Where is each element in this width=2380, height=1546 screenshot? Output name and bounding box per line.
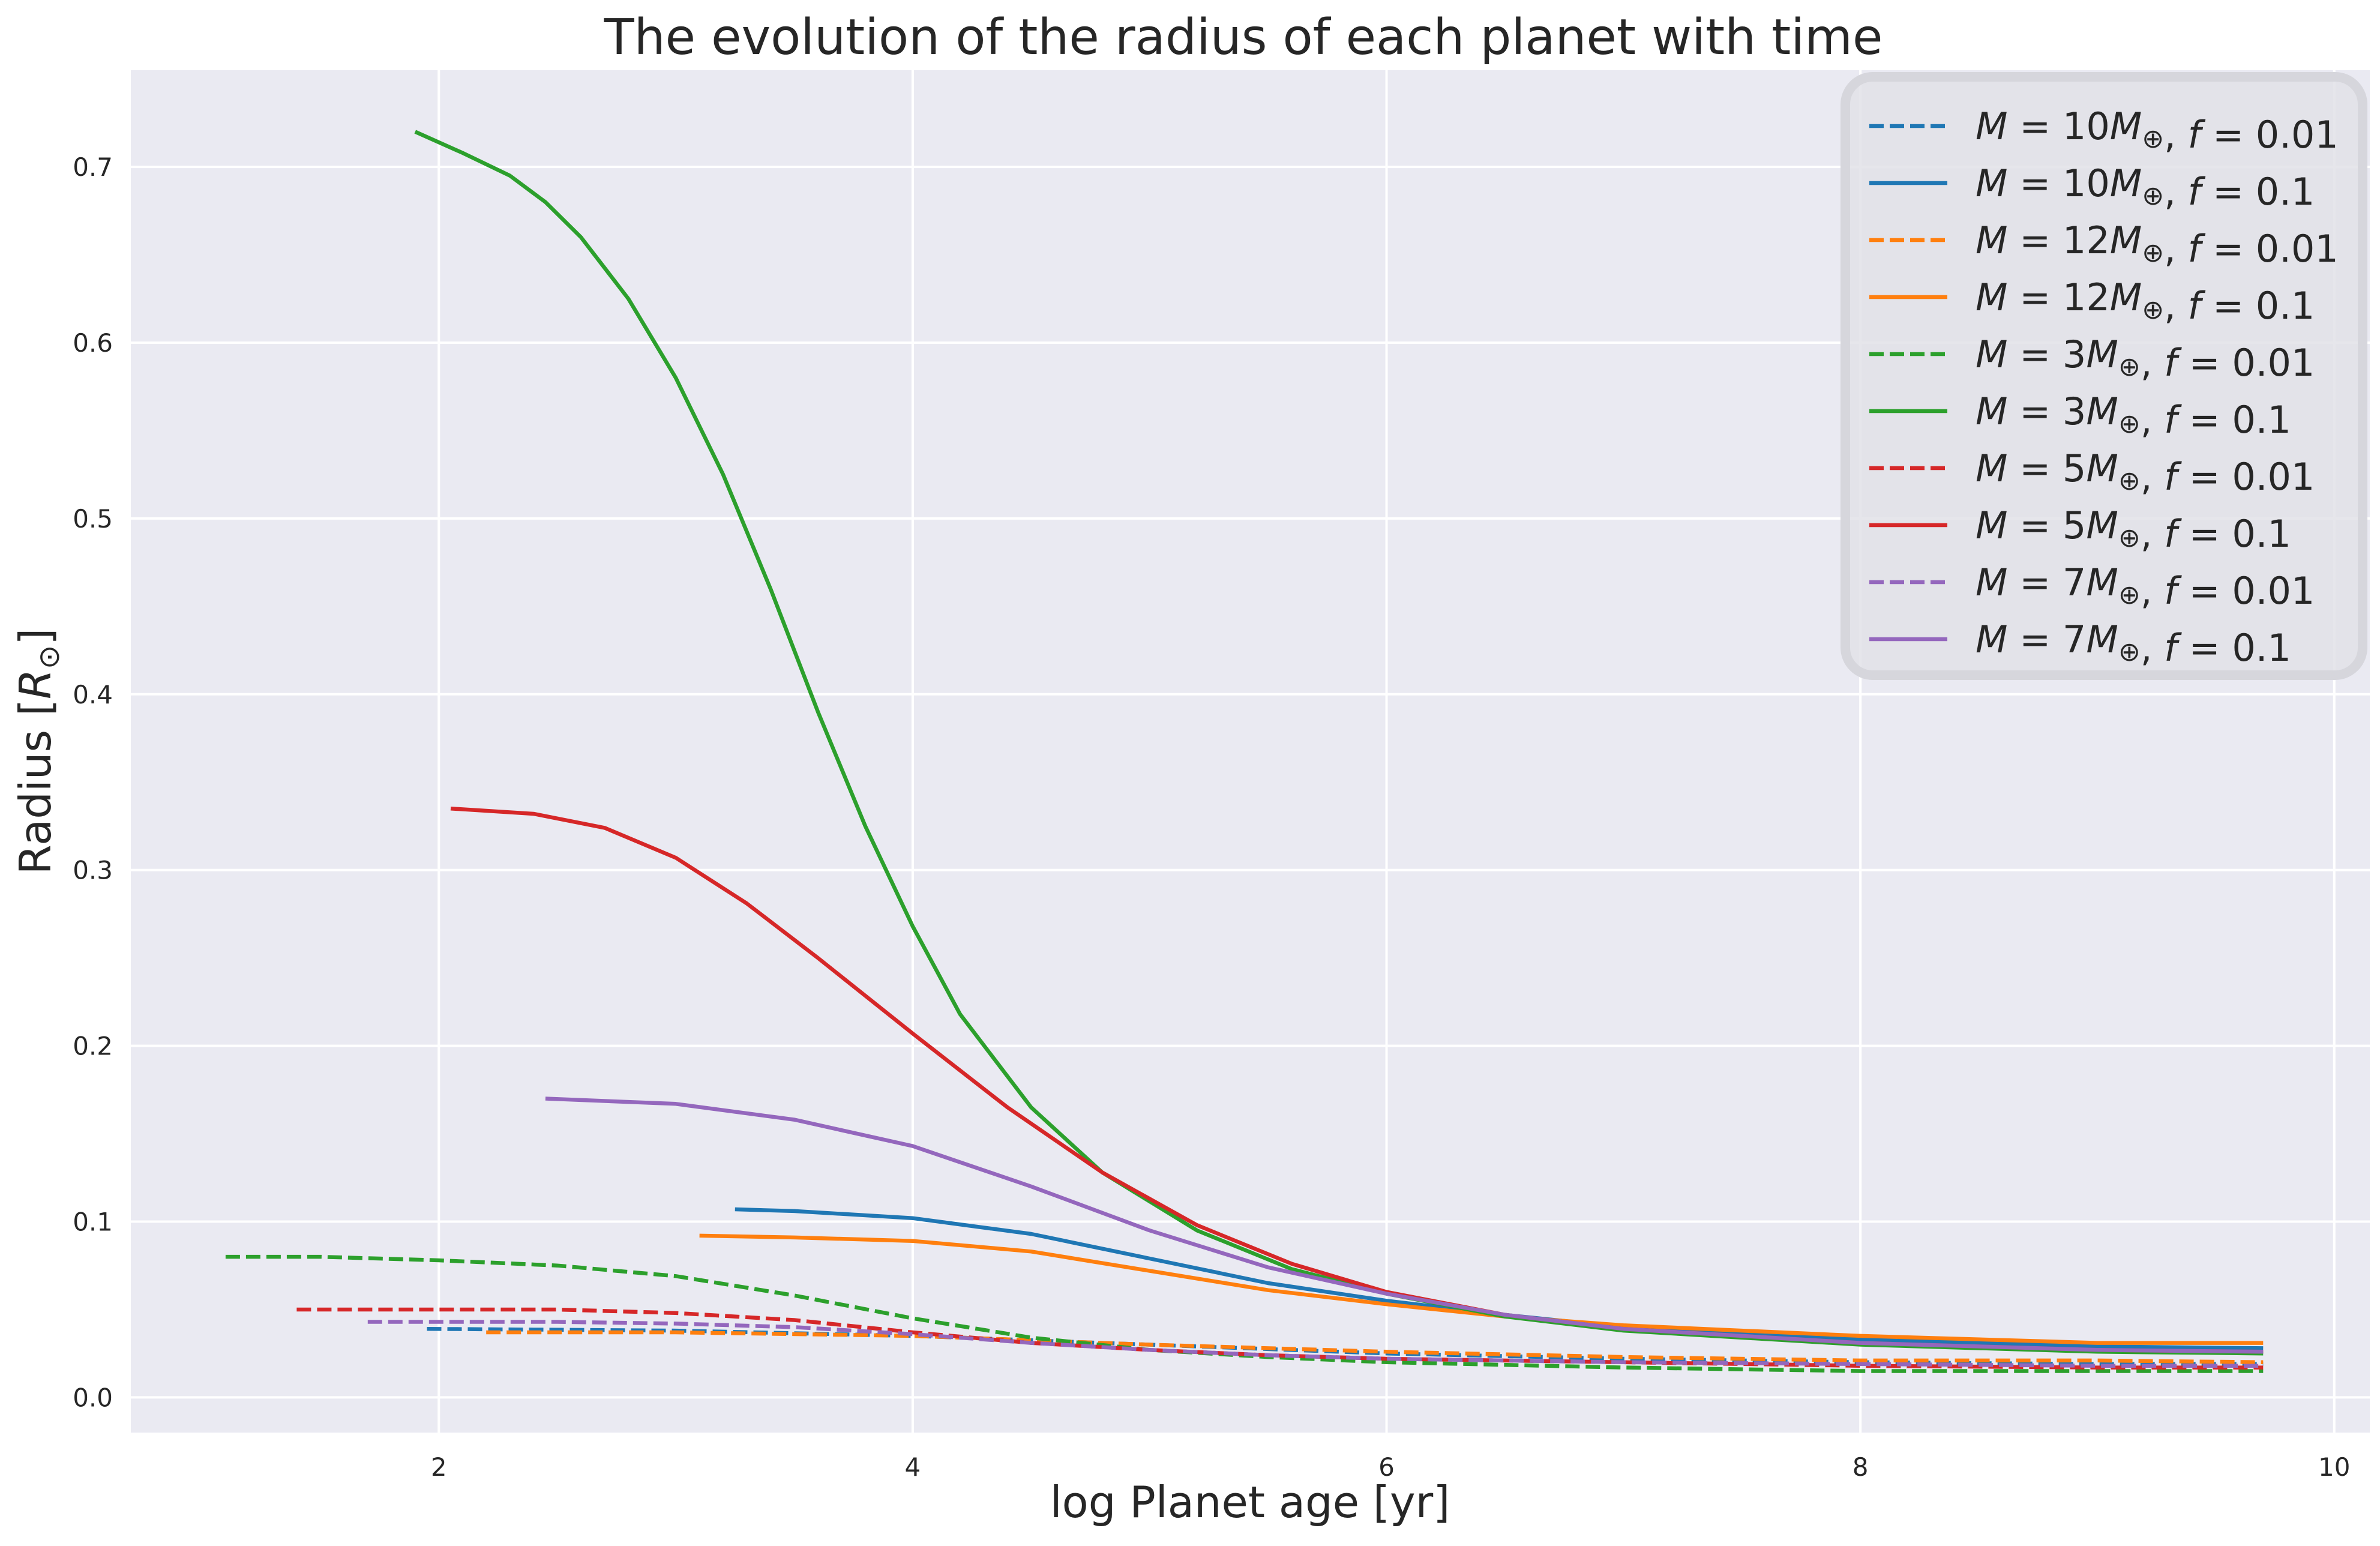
series-line-m10-f0.1 [735, 1207, 2264, 1350]
y-tick-label: 0.4 [73, 680, 113, 709]
y-tick-label: 0.0 [73, 1383, 113, 1412]
legend-entry-m5-f0.01: M = 5M⊕, f = 0.01 [1976, 447, 2315, 499]
series-lines [225, 130, 2264, 1373]
x-axis-label: log Planet age [yr] [1050, 1477, 1450, 1527]
y-tick-labels: 0.0 0.1 0.2 0.3 0.4 0.5 0.6 0.7 [73, 152, 113, 1412]
legend-entry-m7-f0.1: M = 7M⊕, f = 0.1 [1976, 618, 2291, 670]
legend-entry-m7-f0.01: M = 7M⊕, f = 0.01 [1976, 561, 2315, 613]
x-tick-label: 10 [2318, 1452, 2350, 1482]
series-line-m7-f0.01 [367, 1320, 2264, 1368]
legend-entry-m3-f0.1: M = 3M⊕, f = 0.1 [1976, 390, 2291, 442]
x-tick-label: 4 [905, 1452, 921, 1482]
x-tick-label: 6 [1378, 1452, 1395, 1482]
legend-entry-m12-f0.01: M = 12M⊕, f = 0.01 [1976, 218, 2339, 271]
y-tick-label: 0.1 [73, 1208, 113, 1237]
y-tick-label: 0.7 [73, 152, 113, 182]
y-axis-label-group: Radius [R⊙] [10, 628, 66, 875]
series-line-m12-f0.01 [486, 1330, 2264, 1365]
legend-entry-m5-f0.1: M = 5M⊕, f = 0.1 [1976, 504, 2291, 556]
legend-entry-m10-f0.1: M = 10M⊕, f = 0.1 [1976, 161, 2315, 214]
series-line-m3-f0.01 [225, 1254, 2264, 1373]
chart-title: The evolution of the radius of each plan… [604, 9, 1883, 66]
series-line-m7-f0.1 [545, 1096, 2264, 1354]
x-tick-label: 2 [431, 1452, 447, 1482]
y-axis-label: Radius [R⊙] [10, 628, 66, 875]
y-tick-label: 0.3 [73, 856, 113, 885]
y-tick-label: 0.2 [73, 1032, 113, 1061]
x-tick-label: 8 [1853, 1452, 1869, 1482]
legend-entry-m10-f0.01: M = 10M⊕, f = 0.01 [1976, 104, 2339, 157]
x-tick-labels: 2 4 6 8 10 [431, 1452, 2351, 1482]
y-tick-label: 0.6 [73, 328, 113, 358]
series-line-m12-f0.1 [699, 1233, 2264, 1345]
legend-entry-m3-f0.01: M = 3M⊕, f = 0.01 [1976, 332, 2315, 385]
legend-entry-m12-f0.1: M = 12M⊕, f = 0.1 [1976, 275, 2315, 328]
legend-box [1841, 72, 2367, 680]
y-tick-label: 0.5 [73, 504, 113, 534]
legend: M = 10M⊕, f = 0.01M = 10M⊕, f = 0.1M = 1… [1841, 72, 2367, 680]
